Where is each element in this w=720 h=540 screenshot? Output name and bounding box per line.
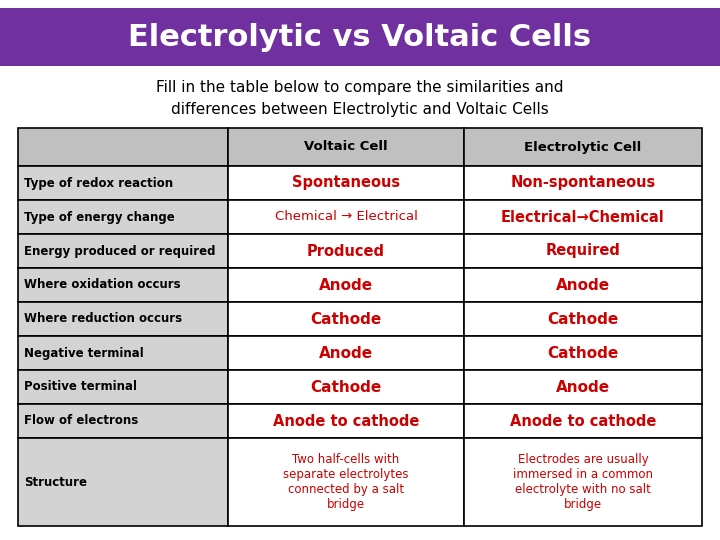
Bar (464, 438, 702, 526)
Bar (464, 200, 702, 234)
Bar (18, 268, 228, 302)
Text: Anode: Anode (556, 278, 610, 293)
Text: Flow of electrons: Flow of electrons (24, 415, 138, 428)
Bar (228, 200, 464, 234)
Bar (464, 234, 702, 268)
Bar (228, 166, 464, 200)
Text: Chemical → Electrical: Chemical → Electrical (274, 211, 418, 224)
Text: Spontaneous: Spontaneous (292, 176, 400, 191)
Bar (228, 128, 464, 166)
Text: Where oxidation occurs: Where oxidation occurs (24, 279, 181, 292)
Text: Non-spontaneous: Non-spontaneous (510, 176, 656, 191)
Bar (18, 302, 228, 336)
Bar (464, 336, 702, 370)
Text: Two half-cells with
separate electrolytes
connected by a salt
bridge: Two half-cells with separate electrolyte… (283, 453, 409, 511)
Text: Cathode: Cathode (547, 346, 618, 361)
Text: Energy produced or required: Energy produced or required (24, 245, 215, 258)
Bar (228, 438, 464, 526)
Text: Where reduction occurs: Where reduction occurs (24, 313, 182, 326)
Text: Electrical→Chemical: Electrical→Chemical (501, 210, 665, 225)
Bar (0, 8, 720, 66)
Bar (18, 438, 228, 526)
Text: Anode: Anode (556, 380, 610, 395)
Bar (18, 166, 228, 200)
Bar (228, 336, 464, 370)
Bar (228, 234, 464, 268)
Bar (18, 370, 228, 404)
Bar (228, 370, 464, 404)
Text: Negative terminal: Negative terminal (24, 347, 144, 360)
Bar (464, 302, 702, 336)
Bar (464, 128, 702, 166)
Text: Type of energy change: Type of energy change (24, 211, 175, 224)
Bar (18, 128, 228, 166)
Text: Voltaic Cell: Voltaic Cell (304, 140, 388, 153)
Bar (464, 404, 702, 438)
Text: Electrolytic Cell: Electrolytic Cell (524, 140, 642, 153)
Bar (228, 302, 464, 336)
Text: Fill in the table below to compare the similarities and: Fill in the table below to compare the s… (156, 80, 564, 95)
Bar (228, 268, 464, 302)
Text: Anode: Anode (319, 278, 373, 293)
Text: Cathode: Cathode (547, 312, 618, 327)
Bar (464, 166, 702, 200)
Bar (18, 336, 228, 370)
Text: Electrodes are usually
immersed in a common
electrolyte with no salt
bridge: Electrodes are usually immersed in a com… (513, 453, 653, 511)
Text: Structure: Structure (24, 476, 87, 489)
Text: differences between Electrolytic and Voltaic Cells: differences between Electrolytic and Vol… (171, 102, 549, 117)
Bar (18, 234, 228, 268)
Text: Anode: Anode (319, 346, 373, 361)
Bar (464, 370, 702, 404)
Text: Anode to cathode: Anode to cathode (510, 414, 656, 429)
Text: Produced: Produced (307, 244, 385, 259)
Bar (18, 404, 228, 438)
Bar (18, 200, 228, 234)
Text: Cathode: Cathode (310, 380, 382, 395)
Text: Anode to cathode: Anode to cathode (273, 414, 419, 429)
Text: Positive terminal: Positive terminal (24, 381, 137, 394)
Bar (228, 404, 464, 438)
Text: Type of redox reaction: Type of redox reaction (24, 177, 173, 190)
Text: Electrolytic vs Voltaic Cells: Electrolytic vs Voltaic Cells (128, 23, 592, 51)
Text: Cathode: Cathode (310, 312, 382, 327)
Text: Required: Required (546, 244, 621, 259)
Bar (464, 268, 702, 302)
